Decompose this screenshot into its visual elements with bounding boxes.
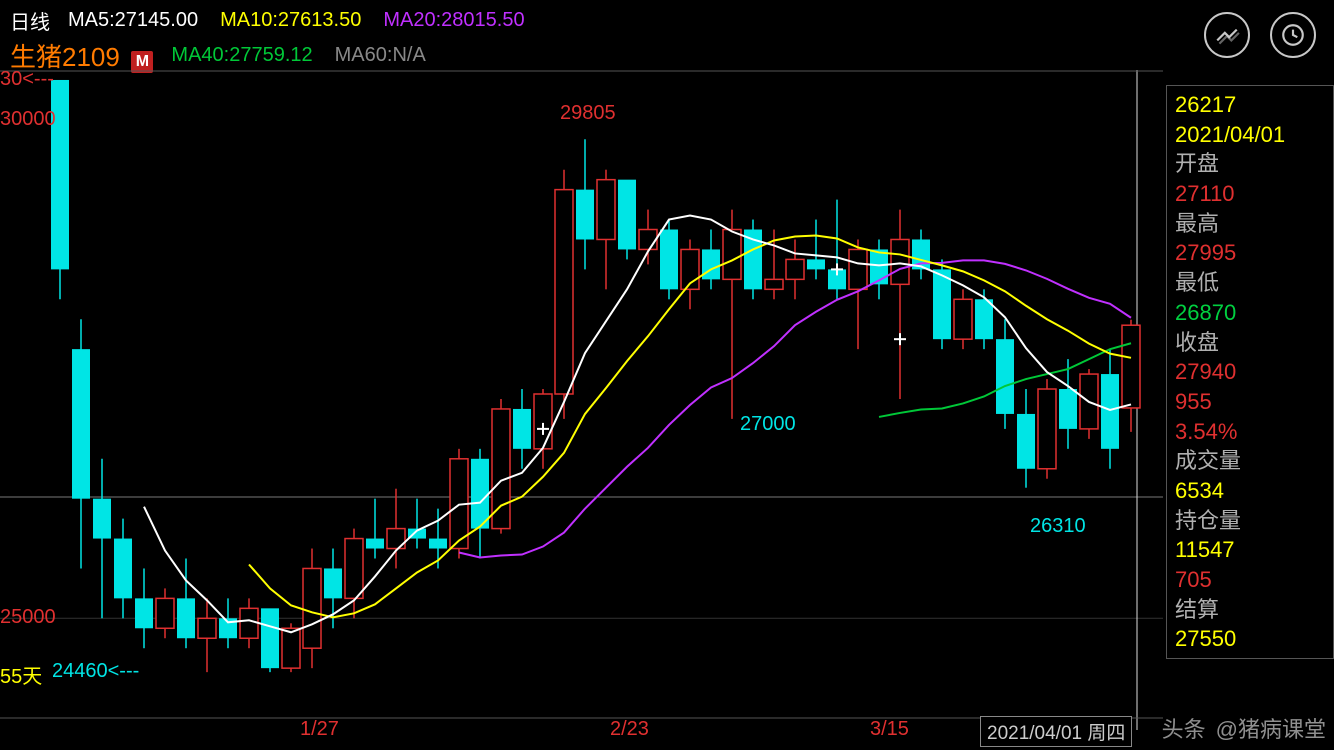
sidebar-value: 27940 xyxy=(1175,357,1325,387)
clock-icon[interactable] xyxy=(1270,12,1316,58)
ma-label: MA20:28015.50 xyxy=(383,9,524,32)
sidebar-value: 27550 xyxy=(1175,624,1325,654)
watermark-author: @猪病课堂 xyxy=(1216,712,1326,744)
sidebar-value: 26870 xyxy=(1175,298,1325,328)
sidebar-value: 27995 xyxy=(1175,238,1325,268)
sidebar-label: 最高 xyxy=(1175,209,1325,239)
price-chart[interactable]: 30<---300002500055天24460<--- 29805270002… xyxy=(0,70,1163,730)
chart-canvas[interactable] xyxy=(0,70,1163,730)
ma-label: MA60:N/A xyxy=(335,44,426,67)
watermark-source: 头条 xyxy=(1156,710,1212,746)
chart-header: 日线 MA5:27145.00 MA10:27613.50 MA20:28015.5… xyxy=(0,0,1334,68)
crosshair-date-box: 2021/04/01 周四 xyxy=(980,716,1132,747)
sidebar-value: 705 xyxy=(1175,565,1325,595)
sidebar-label: 收盘 xyxy=(1175,328,1325,358)
x-tick-label: 2/23 xyxy=(610,718,649,741)
x-tick-label: 1/27 xyxy=(300,718,339,741)
ma-row-1: MA5:27145.00 MA10:27613.50 MA20:28015.50 xyxy=(68,9,525,32)
sidebar-label: 结算 xyxy=(1175,595,1325,625)
sidebar-value: 6534 xyxy=(1175,476,1325,506)
timeframe-label: 日线 xyxy=(10,6,50,35)
watermark: 头条 @猪病课堂 xyxy=(1156,710,1326,746)
ma-label: MA5:27145.00 xyxy=(68,9,198,32)
sidebar-label: 持仓量 xyxy=(1175,506,1325,536)
sidebar-label: 成交量 xyxy=(1175,446,1325,476)
ohlc-sidebar: 26217 2021/04/01 开盘27110最高27995最低26870收盘… xyxy=(1166,85,1334,659)
sidebar-value: 955 xyxy=(1175,387,1325,417)
ma-label: MA40:27759.12 xyxy=(171,44,312,67)
ma-label: MA10:27613.50 xyxy=(220,9,361,32)
sidebar-value: 27110 xyxy=(1175,179,1325,209)
sidebar-label: 最低 xyxy=(1175,268,1325,298)
ma-row-2: MA40:27759.12 MA60:N/A xyxy=(171,44,425,67)
crosshair-price: 26217 xyxy=(1175,90,1325,120)
x-tick-label: 3/15 xyxy=(870,718,909,741)
indicator-settings-icon[interactable] xyxy=(1204,12,1250,58)
sidebar-value: 11547 xyxy=(1175,535,1325,565)
sidebar-value: 3.54% xyxy=(1175,417,1325,447)
contract-name[interactable]: 生猪2109 xyxy=(10,42,120,72)
crosshair-date: 2021/04/01 xyxy=(1175,120,1325,150)
sidebar-label: 开盘 xyxy=(1175,149,1325,179)
